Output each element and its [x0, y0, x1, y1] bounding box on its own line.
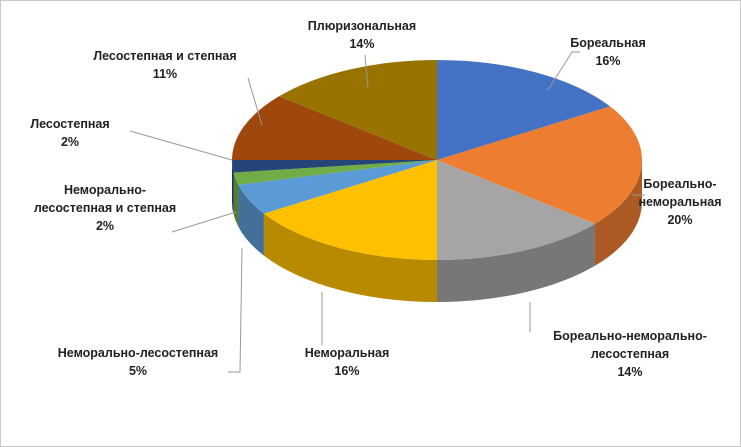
value-label: 14% — [349, 37, 374, 51]
category-label: Неморально-лесостепная — [58, 346, 218, 360]
slice-side — [594, 160, 642, 266]
leader-line — [364, 54, 369, 89]
slice — [233, 160, 437, 185]
slice — [437, 60, 611, 160]
value-label: 11% — [153, 67, 177, 81]
category-label: Неморальная — [305, 346, 390, 360]
value-label: 5% — [129, 364, 147, 378]
category-label: Бореально-неморальная — [638, 177, 721, 209]
category-label: Плюризональная — [308, 19, 416, 33]
category-label: Лесостепная и степная — [93, 49, 236, 63]
category-label: Бореальная — [570, 36, 646, 50]
slice — [437, 106, 642, 224]
value-label: 2% — [61, 135, 79, 149]
leader-line — [129, 130, 233, 161]
value-label: 16% — [334, 364, 359, 378]
slice-side — [437, 223, 595, 302]
slice-side — [232, 160, 234, 215]
slice-side — [233, 172, 239, 227]
value-label: 14% — [617, 365, 642, 379]
category-label: Лесостепная — [30, 117, 109, 131]
slice — [232, 96, 437, 160]
value-label: 16% — [595, 54, 620, 68]
slice-side — [263, 213, 437, 302]
category-label: Неморально-лесостепная и степная — [34, 183, 176, 215]
value-label: 2% — [96, 219, 114, 233]
leader-line — [228, 247, 243, 373]
slice — [238, 160, 437, 214]
leader-line — [171, 211, 237, 233]
leader-line — [247, 77, 263, 126]
slice — [437, 160, 595, 260]
value-label: 20% — [667, 213, 692, 227]
slice — [232, 160, 437, 173]
slice — [279, 60, 437, 160]
slice-side — [238, 184, 264, 256]
category-label: Бореально-неморально-лесостепная — [553, 329, 707, 361]
slice — [263, 160, 437, 260]
leader-line — [547, 51, 580, 91]
